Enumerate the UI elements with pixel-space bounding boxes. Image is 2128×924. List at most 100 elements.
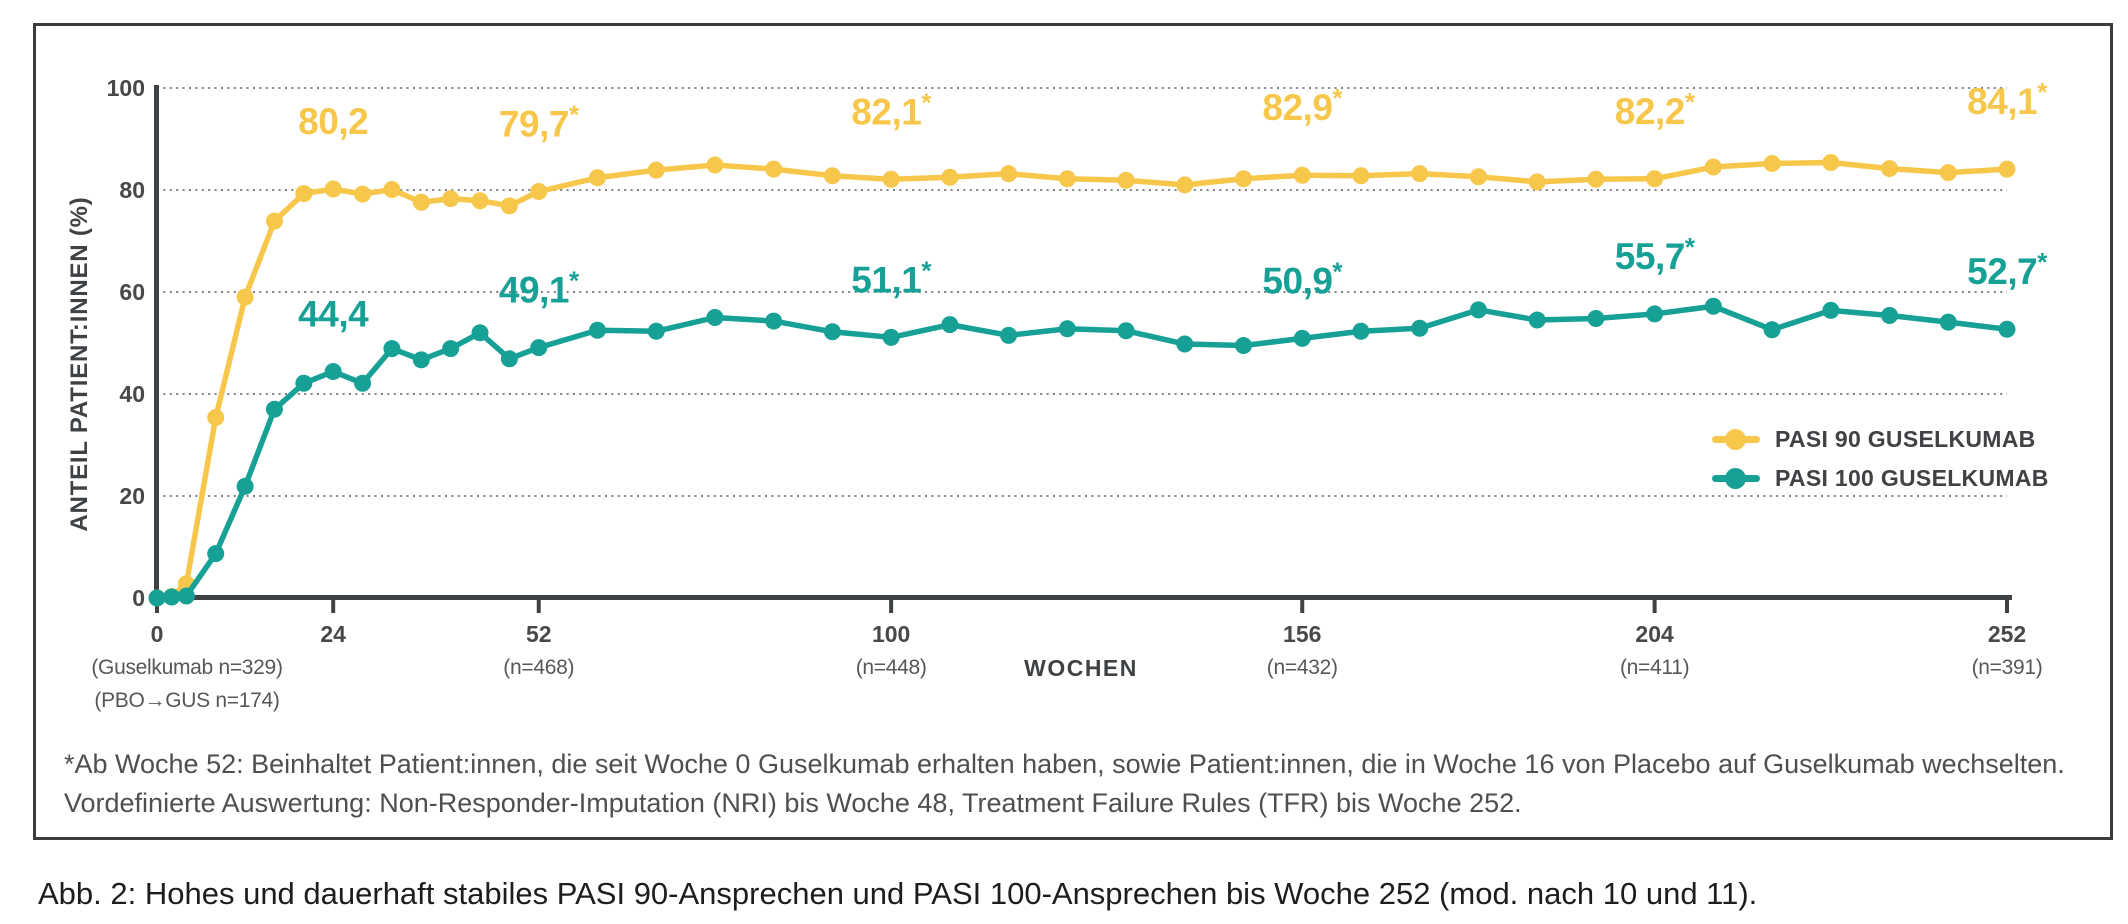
footnote-line-2: Vordefinierte Auswertung: Non-Responder-… (64, 788, 1522, 818)
pasi90-data-point-w244 (1939, 164, 1957, 182)
pasi90-value-label-w24: 80,2 (298, 101, 368, 142)
pasi100-data-point-w52 (530, 339, 548, 357)
x-tick-label-24: 24 (320, 621, 346, 647)
y-axis-line (154, 85, 159, 603)
pasi100-data-point-w172 (1411, 319, 1429, 337)
pasi100-data-point-w132 (1117, 322, 1135, 340)
pasi90-data-point-w156 (1293, 166, 1311, 184)
x-axis-line (154, 595, 2012, 600)
x-tick-mark-204 (1652, 600, 1657, 613)
pasi90-data-point-w68 (647, 161, 665, 179)
x-tick-mark-24 (331, 600, 336, 613)
pasi100-data-point-w228 (1822, 301, 1840, 319)
pasi100-data-point-w244 (1939, 313, 1957, 331)
pasi90-value-label-w156: 82,9* (1262, 83, 1343, 128)
pasi90-data-point-w84 (765, 160, 783, 178)
pasi100-data-point-w24 (324, 363, 342, 381)
pasi90-data-point-w180 (1469, 168, 1487, 186)
pasi90-value-label-w204: 82,2* (1615, 87, 1696, 132)
pasi100-data-point-w180 (1469, 301, 1487, 319)
x-tick-sublabel-252-0: (n=391) (1972, 656, 2043, 679)
pasi100-data-point-w148 (1235, 337, 1253, 355)
legend-label-pasi90: PASI 90 GUSELKUMAB (1775, 425, 2036, 452)
pasi100-data-point-w4 (177, 587, 195, 605)
y-tick-label-20: 20 (119, 483, 145, 509)
pasi90-data-point-w100 (882, 170, 900, 188)
y-tick-label-0: 0 (132, 585, 145, 611)
footnotes: *Ab Woche 52: Beinhaltet Patient:innen, … (64, 745, 2065, 823)
pasi100-data-point-w164 (1352, 322, 1370, 340)
pasi90-data-point-w44 (471, 192, 489, 210)
x-tick-label-100: 100 (872, 621, 910, 647)
x-tick-sublabel-204-0: (n=411) (1620, 656, 1689, 679)
pasi90-line-dot-icon (1712, 428, 1760, 450)
pasi90-dot-icon (1725, 428, 1746, 450)
pasi90-value-label-w252: 84,1* (1967, 77, 2048, 122)
pasi100-data-point-w196 (1587, 310, 1605, 328)
x-tick-mark-100 (889, 600, 894, 613)
x-tick-mark-156 (1300, 600, 1305, 613)
pasi100-data-point-w220 (1763, 321, 1781, 339)
pasi100-data-point-w40 (442, 340, 460, 358)
pasi100-data-point-w236 (1881, 306, 1899, 324)
pasi90-data-point-w148 (1235, 170, 1253, 188)
pasi100-data-point-w100 (882, 328, 900, 346)
pasi90-data-point-w228 (1822, 153, 1840, 171)
x-tick-label-52: 52 (526, 621, 552, 647)
pasi100-data-point-w28 (354, 374, 372, 392)
pasi90-data-point-w16 (265, 212, 283, 230)
x-tick-mark-52 (536, 600, 541, 613)
pasi90-data-point-w76 (706, 156, 724, 174)
legend-item-pasi90: PASI 90 GUSELKUMAB (1712, 424, 2049, 454)
y-tick-label-60: 60 (119, 279, 145, 305)
pasi100-data-point-w204 (1646, 305, 1664, 323)
pasi90-data-point-w140 (1176, 176, 1194, 194)
pasi100-data-point-w124 (1058, 320, 1076, 338)
pasi90-data-point-w236 (1881, 160, 1899, 178)
pasi90-data-point-w36 (412, 193, 430, 211)
pasi90-data-point-w252 (1998, 160, 2016, 178)
x-tick-label-156: 156 (1283, 621, 1321, 647)
pasi100-data-point-w92 (823, 323, 841, 341)
x-tick-label-252: 252 (1988, 621, 2026, 647)
pasi100-value-label-w100: 51,1* (851, 255, 932, 300)
legend-item-pasi100: PASI 100 GUSELKUMAB (1712, 463, 2049, 493)
pasi100-data-point-w20 (295, 374, 313, 392)
pasi100-data-point-w32 (383, 340, 401, 358)
pasi90-data-point-w108 (941, 168, 959, 186)
x-tick-mark-252 (2005, 600, 2009, 613)
pasi100-dot-icon (1725, 467, 1746, 489)
pasi100-data-point-w108 (941, 316, 959, 334)
pasi90-data-point-w204 (1646, 170, 1664, 188)
pasi90-data-point-w116 (1000, 165, 1018, 183)
pasi90-value-label-w52: 79,7* (499, 100, 580, 145)
pasi90-data-point-w52 (530, 183, 548, 201)
pasi90-data-point-w124 (1058, 170, 1076, 188)
pasi100-data-point-w16 (265, 400, 283, 418)
pasi90-data-point-w60 (588, 169, 606, 187)
pasi90-data-point-w196 (1587, 170, 1605, 188)
pasi100-data-point-w8 (207, 545, 225, 563)
pasi90-data-point-w40 (442, 190, 460, 208)
x-tick-sublabel-0-1: (PBO→GUS n=174) (94, 689, 279, 712)
x-tick-sublabel-100-0: (n=448) (856, 656, 927, 679)
pasi100-data-point-w36 (412, 351, 430, 369)
y-axis-title: ANTEIL PATIENT:INNEN (%) (66, 196, 93, 532)
y-tick-label-80: 80 (119, 177, 145, 203)
pasi100-value-label-w204: 55,7* (1615, 232, 1696, 277)
x-axis-title: WOCHEN (1024, 655, 1138, 681)
pasi100-data-point-w156 (1293, 329, 1311, 347)
pasi90-data-point-w8 (207, 408, 225, 426)
pasi90-value-label-w100: 82,1* (851, 87, 932, 132)
legend: PASI 90 GUSELKUMAB PASI 100 GUSELKUMAB (1712, 424, 2049, 493)
pasi100-value-label-w156: 50,9* (1262, 256, 1343, 301)
figure-caption: Abb. 2: Hohes und dauerhaft stabiles PAS… (38, 876, 1758, 911)
pasi90-data-point-w92 (823, 167, 841, 185)
pasi90-data-point-w188 (1528, 173, 1546, 191)
pasi90-data-point-w24 (324, 180, 342, 198)
pasi100-value-label-w252: 52,7* (1967, 247, 2048, 292)
pasi90-data-point-w12 (236, 288, 254, 306)
pasi100-data-point-w48 (500, 350, 518, 368)
pasi90-data-point-w212 (1704, 158, 1722, 176)
